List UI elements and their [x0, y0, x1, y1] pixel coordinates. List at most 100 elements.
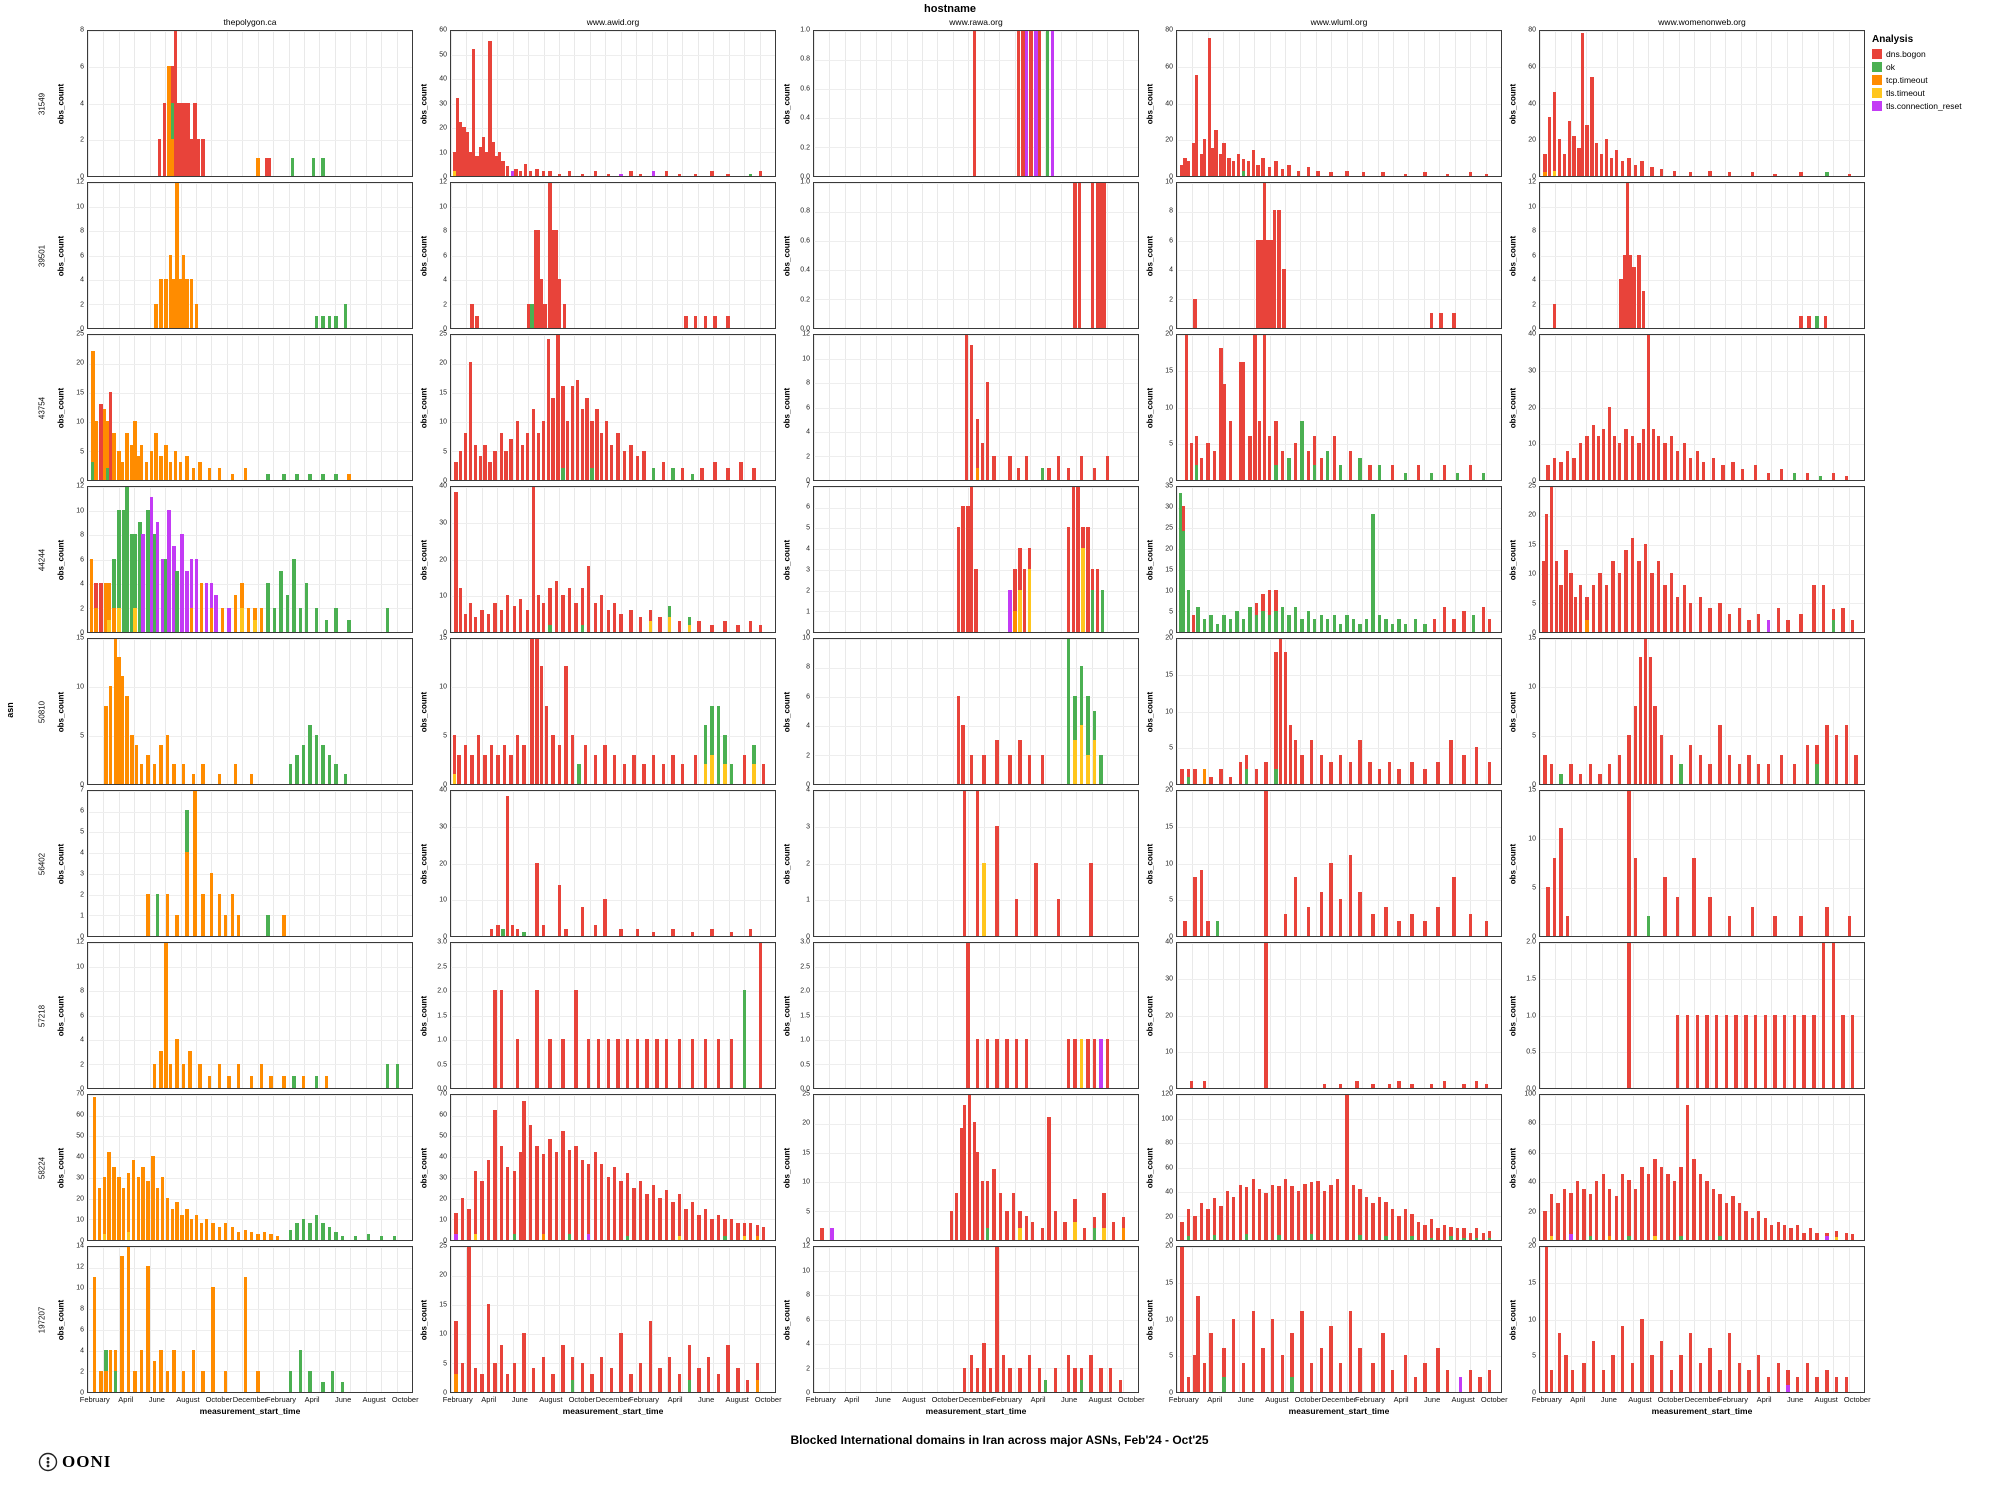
vertical-gridline — [304, 639, 305, 784]
bar-segment — [1403, 1355, 1408, 1392]
bar — [1646, 335, 1651, 480]
vertical-gridline — [242, 1095, 244, 1240]
bar — [1436, 761, 1440, 784]
y-tick-label: 100 — [1161, 1115, 1173, 1122]
vertical-gridline — [396, 1247, 398, 1392]
bar-segment — [191, 468, 196, 480]
y-axis-label-text: obs_count — [1508, 1147, 1517, 1188]
bar-segment — [499, 1344, 503, 1392]
bar — [540, 279, 544, 328]
bar-segment — [700, 468, 704, 480]
y-axis-ticks: 0 10 20 30 40 — [1518, 331, 1539, 485]
bar — [1595, 1181, 1599, 1240]
bar-segment — [1267, 166, 1272, 176]
vertical-gridline — [682, 335, 684, 480]
bar-segment — [1024, 455, 1028, 480]
bar — [334, 1231, 338, 1240]
y-tick-label: 0.2 — [800, 296, 810, 304]
x-tick-label: February — [629, 1395, 660, 1404]
legend-item-label: tls.timeout — [1886, 88, 1925, 98]
bar-segment — [1345, 615, 1349, 632]
bar-segment — [525, 432, 529, 480]
horizontal-gridline — [451, 1305, 775, 1306]
ooni-logo-icon — [38, 1452, 58, 1472]
bar-segment — [1854, 754, 1858, 784]
bar — [976, 1039, 980, 1088]
bar — [1202, 139, 1207, 176]
bar-segment — [186, 102, 191, 176]
bar-segment — [181, 1063, 186, 1088]
bar — [496, 754, 500, 784]
subplot-58224-www.wluml.org — [1176, 1094, 1502, 1241]
bar — [1559, 774, 1563, 784]
y-tick-label: 30 — [1528, 367, 1536, 375]
bar-segment — [1549, 764, 1554, 784]
bar — [1659, 735, 1664, 784]
bar — [264, 157, 268, 176]
bar — [1246, 161, 1251, 176]
bar-segment — [1185, 335, 1189, 480]
bar — [1847, 916, 1852, 936]
y-tick-label: 10 — [76, 1284, 84, 1292]
bar-segment — [92, 1097, 97, 1240]
panel-wrap — [813, 486, 1139, 633]
horizontal-gridline — [1540, 487, 1864, 488]
vertical-gridline — [1771, 639, 1773, 784]
x-tick-label: February — [805, 1395, 836, 1404]
bar — [1206, 921, 1210, 936]
bar-segment — [454, 1233, 458, 1240]
bar — [311, 157, 315, 176]
vertical-gridline — [968, 31, 970, 176]
bar-segment — [334, 1231, 338, 1240]
bar — [167, 509, 171, 632]
bar — [548, 587, 552, 632]
bar-segment — [687, 617, 691, 625]
y-tick-label: 7 — [806, 482, 810, 490]
horizontal-gridline — [1177, 611, 1501, 613]
bar — [298, 607, 302, 632]
bar — [551, 1374, 555, 1392]
bar — [703, 315, 708, 328]
bar — [1669, 754, 1673, 784]
vertical-gridline — [288, 791, 290, 936]
bar — [462, 127, 466, 176]
bar-segment — [1272, 210, 1276, 328]
bar — [561, 1039, 565, 1088]
bar — [554, 580, 559, 632]
y-axis-label: obs_count — [1144, 486, 1155, 633]
bar — [473, 617, 478, 632]
vertical-gridline — [412, 183, 413, 328]
bar-segment — [175, 915, 179, 936]
vertical-gridline — [134, 1247, 136, 1392]
panel-wrap — [813, 638, 1139, 785]
horizontal-gridline — [814, 183, 1138, 184]
vertical-gridline — [1817, 639, 1819, 784]
x-tick-label: August — [1451, 1395, 1475, 1404]
bar — [340, 1381, 345, 1392]
bar-segment — [138, 521, 142, 632]
bar — [1403, 623, 1408, 632]
bar-segment — [758, 943, 763, 1088]
vertical-gridline — [574, 1247, 576, 1392]
bar — [1040, 754, 1045, 784]
bar-segment — [723, 735, 727, 765]
bar — [749, 1223, 753, 1240]
bar-segment — [1001, 1355, 1006, 1392]
bar-segment — [1222, 142, 1226, 176]
bar-segment — [961, 506, 965, 632]
bar-segment — [1199, 869, 1204, 936]
subplot-56402-thepolygon.ca — [87, 790, 413, 937]
bar-segment — [1562, 153, 1567, 176]
bar — [546, 338, 550, 480]
bar-segment — [117, 607, 121, 632]
vertical-gridline — [1848, 1095, 1850, 1240]
bar-segment — [256, 1233, 260, 1240]
bar — [1557, 1333, 1562, 1392]
bar — [473, 1170, 478, 1240]
bar-segment — [1630, 537, 1635, 632]
y-axis-ticks: 0 10 20 30 40 50 60 — [429, 27, 450, 181]
bar — [1642, 291, 1646, 328]
bar-segment — [580, 587, 584, 625]
bar-segment — [146, 509, 150, 632]
bar — [645, 1193, 649, 1240]
